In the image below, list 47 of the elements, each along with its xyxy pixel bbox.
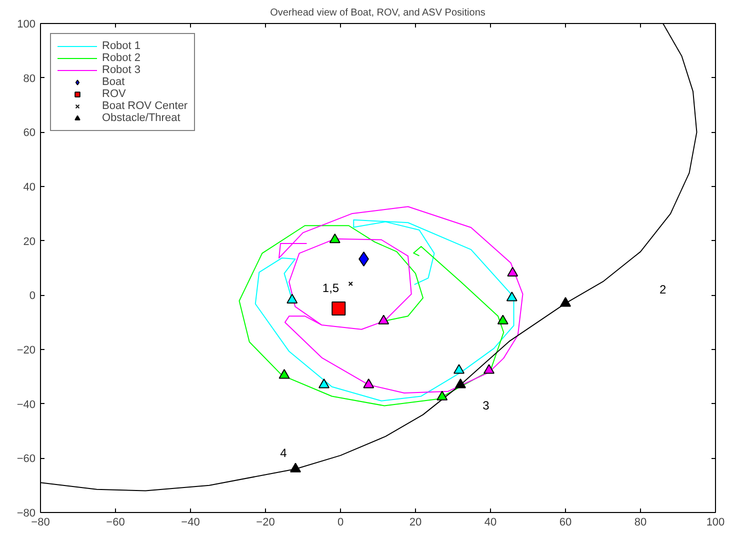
point: [329, 233, 340, 244]
y-tick-label: 0: [29, 290, 36, 302]
x-tick-label: −60: [106, 516, 125, 528]
y-tick-label: 60: [23, 127, 36, 140]
annotation: 3: [482, 398, 490, 412]
x-tick-label: 100: [706, 516, 725, 528]
point: [484, 364, 494, 374]
point: [507, 266, 518, 277]
y-tick-label: 40: [23, 182, 36, 194]
y-tick-label: −20: [16, 344, 36, 356]
annotation: 1,5: [322, 281, 340, 296]
annotation: 2: [660, 282, 667, 297]
point: [454, 364, 464, 374]
point: [378, 314, 390, 324]
point: [497, 314, 508, 324]
legend-label: ROV: [102, 88, 126, 100]
point: [318, 378, 330, 388]
x-tick-label: 80: [634, 516, 647, 528]
legend-label: Boat ROV Center: [102, 100, 188, 112]
x-tick-label: 60: [559, 516, 572, 528]
chart-title: Overhead view of Boat, ROV, and ASV Positions: [270, 8, 486, 18]
x-tick-label: 20: [409, 516, 422, 528]
y-tick-label: 100: [17, 18, 36, 30]
y-tick-label: 20: [23, 236, 36, 248]
x-tick-label: −80: [31, 516, 50, 528]
legend-label: Boat: [102, 76, 125, 88]
legend-label: Robot 3: [102, 64, 141, 76]
legend-label: Robot 2: [102, 52, 141, 64]
point: [506, 292, 518, 302]
point: [286, 294, 298, 304]
point: [436, 390, 448, 400]
point: [278, 369, 290, 379]
x-tick-label: 40: [484, 516, 497, 528]
point: [348, 281, 353, 286]
legend-label: Obstacle/Threat: [102, 112, 180, 124]
x-tick-label: −20: [256, 516, 275, 528]
y-tick-label: −40: [16, 398, 36, 411]
x-tick-label: −40: [181, 516, 200, 528]
legend-label: Robot 1: [102, 40, 141, 52]
y-tick-label: −60: [16, 453, 36, 466]
x-tick-label: 0: [337, 516, 344, 528]
y-tick-label: −80: [16, 508, 36, 520]
annotation: 4: [280, 446, 288, 460]
point: [363, 378, 374, 388]
point: [332, 301, 346, 316]
line-series: [40, 24, 698, 492]
y-tick-label: 80: [23, 72, 36, 85]
